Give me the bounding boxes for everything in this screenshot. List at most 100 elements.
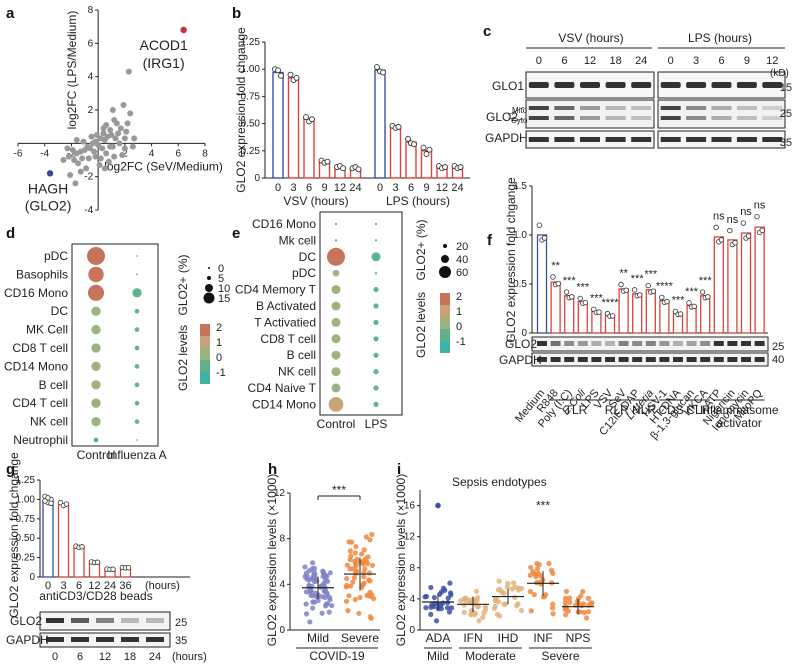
d-dot	[91, 306, 101, 316]
h-point	[354, 556, 360, 563]
d-size-legend-title: GLO2+ (%)	[176, 254, 190, 315]
e-dot	[374, 222, 378, 226]
c-band	[762, 137, 783, 142]
e-row-label: B cell	[287, 348, 316, 362]
h-point	[307, 588, 314, 594]
f-sig-label: ***	[699, 275, 713, 287]
a-ytick-label: -2	[84, 172, 93, 183]
i-point	[447, 580, 453, 586]
a-point	[96, 162, 103, 168]
f-band	[591, 357, 602, 362]
e-color-legend-swatch	[440, 293, 450, 305]
f-blot-row-label: GLO2	[505, 337, 537, 351]
h-point	[361, 547, 367, 553]
g-band	[46, 637, 64, 642]
g-bar	[73, 546, 85, 578]
e-color-legend-label: 2	[456, 291, 462, 303]
f-band	[645, 341, 656, 346]
f-band	[727, 341, 738, 346]
d-size-legend-dot	[205, 284, 213, 292]
f-blot-marker: 40	[772, 354, 784, 366]
e-dot	[332, 269, 340, 277]
e-row-label: NK cell	[278, 365, 316, 379]
f-replicate-point	[582, 299, 589, 306]
e-size-legend-dot	[441, 255, 449, 263]
d-row-label: NK cell	[30, 415, 68, 429]
a-highlight-point	[46, 170, 54, 177]
a-point	[97, 155, 104, 162]
c-lane-label: 24	[635, 55, 647, 67]
i-point	[585, 595, 591, 601]
e-size-legend-dot	[443, 244, 447, 248]
e-row-label: CD4 Naive T	[248, 381, 317, 395]
i-point	[562, 606, 568, 613]
i-xtick-label: ADA	[426, 631, 451, 645]
g-band	[121, 618, 139, 623]
f-bar	[686, 304, 697, 334]
a-point	[129, 143, 136, 150]
c-lane-label: 0	[536, 55, 542, 67]
f-band	[727, 357, 738, 362]
f-replicate-point	[623, 287, 629, 293]
i-point	[512, 594, 518, 601]
d-dot	[134, 419, 140, 424]
e-dot	[373, 352, 379, 358]
d-size-legend-dot	[208, 267, 210, 269]
h-point	[327, 570, 333, 576]
g-xtick-label: 12	[88, 580, 100, 592]
g-ytick-label: 0.50	[16, 533, 36, 544]
i-group-label: Moderate	[465, 649, 516, 663]
f-replicate-point	[740, 220, 747, 226]
e-row-label: T Activatied	[254, 315, 316, 329]
d-row-label: CD4 T cell	[12, 396, 68, 410]
e-color-legend-title: GLO2 levels	[414, 292, 428, 358]
g-band	[71, 637, 89, 642]
f-bar	[645, 289, 656, 334]
e-dot	[334, 239, 338, 242]
d-dot	[91, 324, 101, 335]
c-lane-label: 6	[561, 55, 567, 67]
a-point	[60, 157, 67, 163]
b-xtick-label: 3	[290, 182, 296, 194]
h-point	[303, 589, 309, 595]
h-point	[303, 601, 309, 607]
a-point	[77, 168, 84, 175]
f-bar	[632, 293, 643, 334]
e-color-legend-swatch	[440, 329, 450, 341]
h-point	[353, 563, 359, 569]
g-replicate-point	[48, 500, 54, 506]
a-point	[121, 135, 128, 142]
d-dot	[87, 284, 105, 301]
e-dot	[331, 301, 341, 311]
i-point	[444, 605, 451, 611]
b-replicate-point	[405, 135, 411, 142]
f-sig-label: ***	[672, 295, 686, 307]
e-color-legend-swatch	[440, 305, 450, 317]
g-replicate-point	[94, 559, 101, 565]
i-group-label: Severe	[541, 649, 579, 663]
e-frame	[319, 211, 403, 416]
c-marker: 25	[780, 108, 792, 120]
a-ylabel: log2FC (LPS/Medium)	[65, 11, 79, 130]
g-band	[96, 618, 114, 623]
a-xtick-label: 4	[149, 148, 155, 159]
c-band	[528, 82, 549, 88]
panel-letter-h: h	[268, 461, 277, 478]
g-band	[71, 618, 89, 623]
i-point	[473, 588, 480, 594]
i-point	[480, 614, 486, 620]
a-point	[67, 172, 74, 178]
i-xtick-label: IFN	[463, 631, 482, 645]
a-point	[69, 147, 76, 153]
a-xtick-label: -4	[40, 148, 49, 159]
c-row-label: GLO1	[492, 79, 524, 93]
a-point	[108, 132, 115, 138]
f-band	[577, 357, 588, 362]
b-ytick-label: 1.00	[241, 64, 261, 75]
b-bar	[272, 71, 284, 179]
i-point	[438, 589, 445, 595]
c-band	[736, 116, 757, 120]
f-band	[686, 341, 697, 346]
i-point	[550, 611, 556, 617]
d-dot	[134, 308, 140, 314]
